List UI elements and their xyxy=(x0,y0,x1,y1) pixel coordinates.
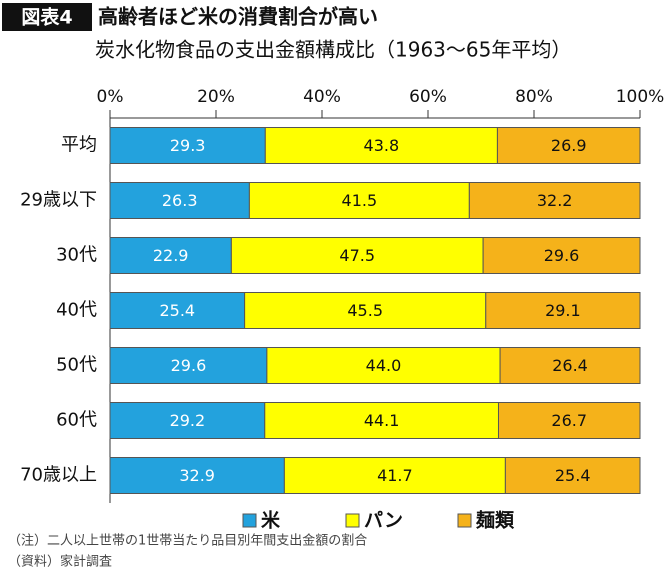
chart-subtitle: 炭水化物食品の支出金額構成比（1963〜65年平均） xyxy=(95,38,571,62)
x-tick-label: 40% xyxy=(303,87,341,107)
data-label: 25.4 xyxy=(159,301,195,320)
bar-segment xyxy=(468,182,641,219)
y-tick-label: 60代 xyxy=(56,410,97,431)
bar-segment xyxy=(264,402,499,439)
data-label: 22.9 xyxy=(153,246,189,265)
x-tick-label: 80% xyxy=(515,87,553,107)
legend-label: 米 xyxy=(261,509,281,532)
bar-segment xyxy=(499,347,641,384)
data-label: 32.2 xyxy=(537,191,573,210)
data-label: 47.5 xyxy=(339,246,375,265)
data-label: 26.4 xyxy=(552,356,588,375)
data-label: 41.5 xyxy=(342,191,378,210)
bar-segment xyxy=(504,457,641,494)
bar-segment xyxy=(109,347,268,384)
figure-badge xyxy=(2,3,92,31)
bar-segment xyxy=(109,292,246,329)
legend-swatch xyxy=(242,513,257,528)
x-tick-label: 20% xyxy=(197,87,235,107)
y-tick-label: 40代 xyxy=(56,300,97,321)
data-label: 25.4 xyxy=(555,466,591,485)
data-label: 44.1 xyxy=(364,411,400,430)
y-tick-label: 平均 xyxy=(61,135,97,156)
data-label: 29.1 xyxy=(545,301,581,320)
bar-segment xyxy=(109,402,266,439)
bar-segment xyxy=(264,127,498,164)
data-label: 29.6 xyxy=(544,246,580,265)
figure-label: 図表4 xyxy=(21,6,72,29)
bar-segment xyxy=(497,402,641,439)
y-tick-label: 30代 xyxy=(56,245,97,266)
bar-segment xyxy=(109,182,250,219)
legend-label: パン xyxy=(364,510,403,532)
bar-segment xyxy=(244,292,487,329)
data-label: 26.3 xyxy=(162,191,198,210)
data-label: 29.2 xyxy=(170,411,206,430)
x-tick-label: 100% xyxy=(616,87,665,107)
bar-segment xyxy=(283,457,506,494)
data-label: 41.7 xyxy=(377,466,413,485)
bar-segment xyxy=(109,457,285,494)
data-label: 44.0 xyxy=(366,356,402,375)
note: （資料）家計調査 xyxy=(8,554,112,570)
bar-segment xyxy=(109,237,232,274)
bar-segment xyxy=(485,292,641,329)
bar-segment xyxy=(266,347,501,384)
data-label: 43.8 xyxy=(364,136,400,155)
data-label: 29.6 xyxy=(171,356,207,375)
data-label: 26.9 xyxy=(551,136,587,155)
bar-segment xyxy=(482,237,641,274)
note: （注）二人以上世帯の1世帯当たり品目別年間支出金額の割合 xyxy=(8,533,367,549)
data-label: 32.9 xyxy=(179,466,215,485)
legend-swatch xyxy=(457,513,472,528)
y-tick-label: 50代 xyxy=(56,355,97,376)
data-label: 26.7 xyxy=(551,411,587,430)
bar-segment xyxy=(109,127,266,164)
bar-segment xyxy=(496,127,641,164)
data-label: 29.3 xyxy=(170,136,206,155)
x-tick-label: 0% xyxy=(97,87,124,107)
y-tick-label: 70歳以上 xyxy=(20,465,97,486)
y-tick-label: 29歳以下 xyxy=(20,190,97,211)
x-tick-label: 60% xyxy=(409,87,447,107)
legend-label: 麺類 xyxy=(475,509,515,532)
data-label: 45.5 xyxy=(347,301,383,320)
bar-segment xyxy=(248,182,470,219)
legend-swatch xyxy=(345,513,360,528)
chart-title: 高齢者ほど米の消費割合が高い xyxy=(98,5,378,29)
